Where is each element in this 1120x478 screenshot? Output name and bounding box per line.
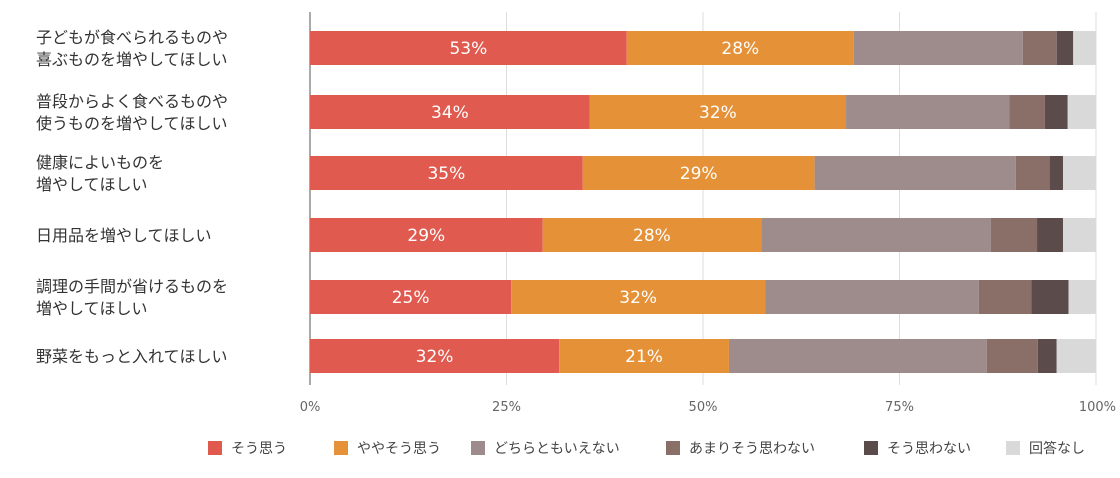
bar-segment [1073,31,1096,65]
bar-segment [978,280,1032,314]
x-axis-ticks: 0% 25% 50% 75% 100% [300,400,1116,415]
bar-segment [1009,95,1045,129]
bar-segment [1056,31,1074,65]
category-labels: 子どもが食べられるものや喜ぶものを増やしてほしい普段からよく食べるものや使うもの… [36,28,228,366]
bar-data-label: 25% [392,288,430,308]
bar-segment [310,218,543,252]
bar-segment [1037,339,1057,373]
category-label: 使うものを増やしてほしい [36,114,228,133]
bar-segment [626,31,854,65]
bar-segment [582,156,815,190]
bar-segment [853,31,1023,65]
bars [310,31,1096,373]
category-label: 野菜をもっと入れてほしい [36,347,228,366]
legend-swatch [208,441,222,455]
bar-segment [310,156,583,190]
bar-segment [1037,218,1063,252]
legend-swatch [864,441,878,455]
bar-segment [1015,156,1050,190]
category-label: 増やしてほしい [36,175,148,194]
bar-segment [1067,95,1096,129]
bar-data-label: 53% [449,39,487,59]
legend-label: そう思わない [887,441,971,457]
bar-segment [1056,339,1096,373]
bar-segment [1062,218,1096,252]
category-label: 健康によいものを [36,153,164,172]
bar-segment [846,95,1010,129]
bar-segment [990,218,1038,252]
bar-segment [986,339,1038,373]
legend-swatch [334,441,348,455]
category-label: 子どもが食べられるものや [36,28,228,47]
bar-data-label: 34% [431,103,469,123]
category-label: 喜ぶものを増やしてほしい [36,50,228,69]
bar-data-labels: 53% 28% 34% 32% 35% 29% 29% 28% 25% 32% 32% 21% [392,39,760,367]
bar-segment [1068,280,1096,314]
bar-segment [310,95,590,129]
bar-segment [728,339,987,373]
tick-label: 75% [885,400,914,415]
tick-label: 100% [1079,400,1116,415]
legend-swatch [471,441,485,455]
legend-label: ややそう思う [357,441,441,457]
tick-label: 50% [689,400,718,415]
legend-label: 回答なし [1029,440,1085,457]
bar-segment [1031,280,1069,314]
bar-data-label: 32% [619,288,657,308]
bar-data-label: 29% [680,164,718,184]
tick-label: 25% [492,400,521,415]
bar-segment [1044,95,1068,129]
bar-segment [814,156,1016,190]
legend-label: あまりそう思わない [689,441,815,457]
bar-segment [761,218,991,252]
bar-data-label: 29% [407,226,445,246]
category-label: 増やしてほしい [36,299,148,318]
bar-segment [310,339,560,373]
grid-lines [309,12,1097,385]
bar-data-label: 32% [416,347,454,367]
category-label: 日用品を増やしてほしい [36,226,212,245]
bar-segment [542,218,762,252]
legend-label: どちらともいえない [494,441,620,457]
legend-swatch [666,441,680,455]
bar-data-label: 28% [633,226,671,246]
bar-segment [765,280,979,314]
bar-segment [511,280,766,314]
legend-label: そう思う [231,441,287,457]
legend-swatch [1006,441,1020,455]
legend: そう思う ややそう思う どちらともいえない あまりそう思わない そう思わない 回答なし [208,440,1085,457]
bar-segment [1049,156,1063,190]
bar-segment [559,339,729,373]
bar-segment [1022,31,1057,65]
bar-segment [310,31,627,65]
bar-segment [310,280,512,314]
bar-data-label: 21% [625,347,663,367]
category-label: 調理の手間が省けるものを [36,277,228,296]
bar-data-label: 35% [427,164,465,184]
bar-segment [589,95,847,129]
bar-segment [1062,156,1096,190]
category-label: 普段からよく食べるものや [36,92,228,111]
tick-label: 0% [300,400,321,415]
bar-data-label: 28% [721,39,759,59]
bar-data-label: 32% [699,103,737,123]
